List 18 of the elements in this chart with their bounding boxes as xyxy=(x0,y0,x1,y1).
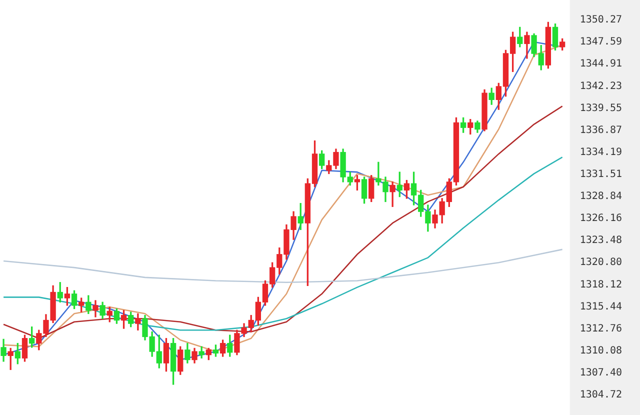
y-tick-label: 1323.48 xyxy=(580,235,622,246)
y-tick-label: 1350.27 xyxy=(580,14,622,26)
y-tick-label: 1312.76 xyxy=(580,323,622,334)
y-tick-label: 1318.12 xyxy=(580,279,622,290)
y-tick-label: 1310.08 xyxy=(580,345,622,356)
y-tick-label: 1334.19 xyxy=(580,146,622,158)
y-tick-label: 1328.84 xyxy=(580,191,622,202)
y-tick-label: 1307.40 xyxy=(580,368,622,379)
y-tick-label: 1304.72 xyxy=(580,390,622,401)
y-tick-label: 1336.87 xyxy=(580,124,622,136)
y-tick-label: 1320.80 xyxy=(580,257,622,268)
y-tick-label: 1326.16 xyxy=(580,213,622,224)
y-tick-label: 1344.91 xyxy=(580,58,622,70)
y-tick-label: 1315.44 xyxy=(580,301,622,312)
y-tick-label: 1331.51 xyxy=(580,169,622,180)
y-tick-label: 1347.59 xyxy=(580,36,622,48)
y-tick-label: 1342.23 xyxy=(580,80,622,92)
y-tick-label: 1339.55 xyxy=(580,102,622,114)
